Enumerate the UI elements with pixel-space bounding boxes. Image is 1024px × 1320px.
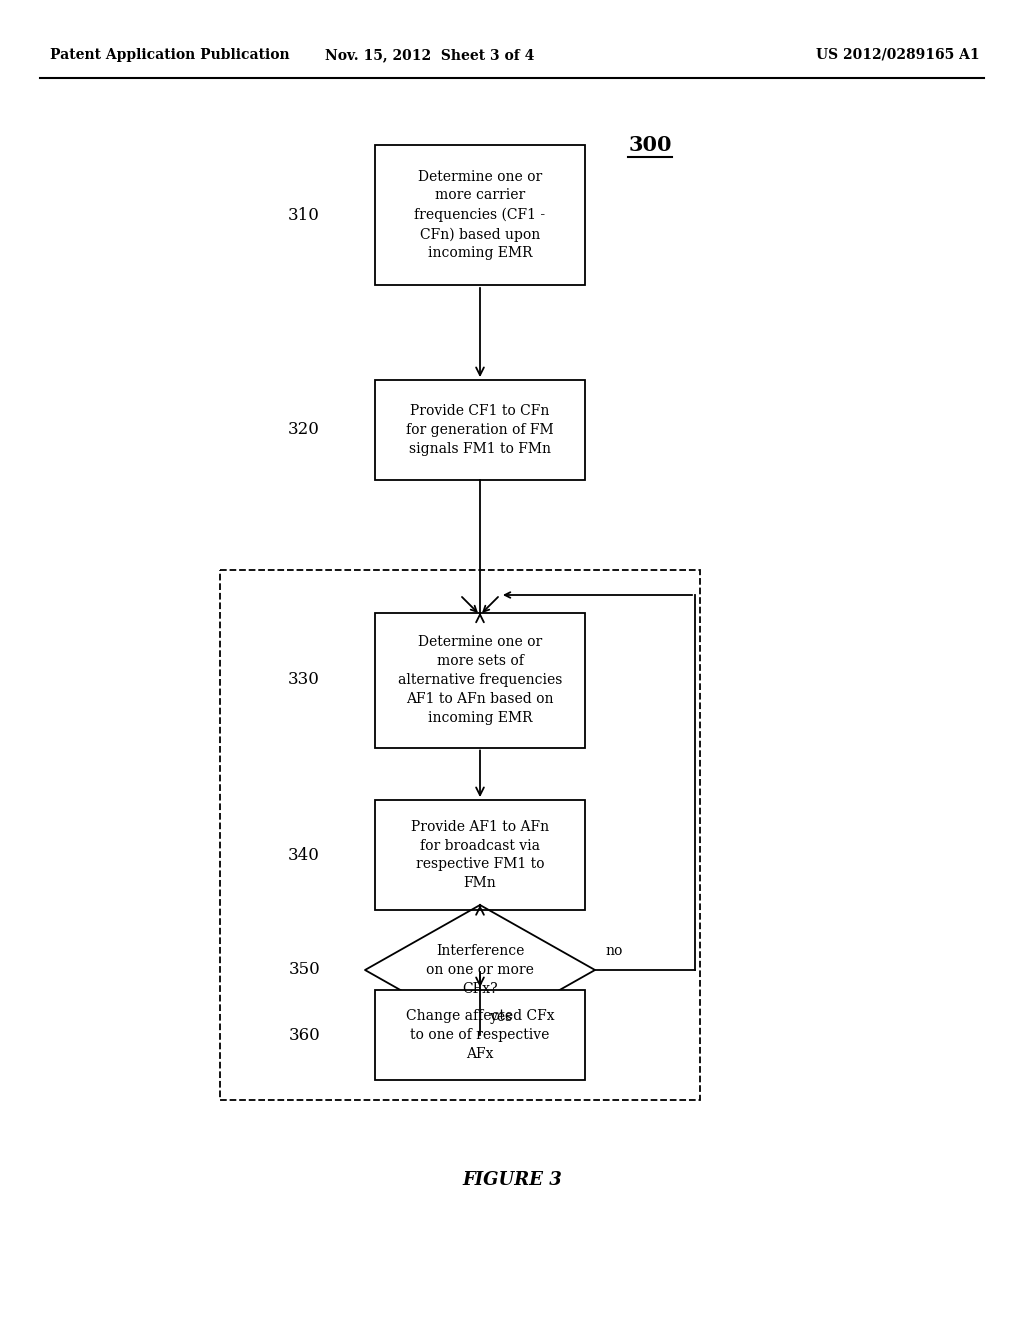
Text: 330: 330: [288, 672, 319, 689]
Text: Provide CF1 to CFn
for generation of FM
signals FM1 to FMn: Provide CF1 to CFn for generation of FM …: [407, 404, 554, 455]
Text: 320: 320: [288, 421, 319, 438]
Text: Determine one or
more sets of
alternative frequencies
AF1 to AFn based on
incomi: Determine one or more sets of alternativ…: [397, 635, 562, 725]
Text: Interference
on one or more
CFx?: Interference on one or more CFx?: [426, 944, 534, 997]
Text: US 2012/0289165 A1: US 2012/0289165 A1: [816, 48, 980, 62]
Text: 310: 310: [288, 206, 319, 223]
Text: Patent Application Publication: Patent Application Publication: [50, 48, 290, 62]
Bar: [375, 612, 585, 747]
Text: FIGURE 3: FIGURE 3: [462, 1171, 562, 1189]
Bar: [375, 990, 585, 1080]
Bar: [375, 380, 585, 480]
Text: Determine one or
more carrier
frequencies (CF1 -
CFn) based upon
incoming EMR: Determine one or more carrier frequencie…: [415, 169, 546, 260]
Text: 360: 360: [288, 1027, 319, 1044]
Text: Nov. 15, 2012  Sheet 3 of 4: Nov. 15, 2012 Sheet 3 of 4: [326, 48, 535, 62]
Text: Change affected CFx
to one of respective
AFx: Change affected CFx to one of respective…: [406, 1008, 554, 1061]
Text: 340: 340: [288, 846, 319, 863]
Bar: [220, 570, 700, 1100]
Text: 300: 300: [629, 135, 672, 154]
Bar: [375, 145, 585, 285]
Text: 350: 350: [288, 961, 319, 978]
Text: no: no: [605, 944, 623, 958]
Text: yes: yes: [490, 1010, 513, 1024]
Text: Provide AF1 to AFn
for broadcast via
respective FM1 to
FMn: Provide AF1 to AFn for broadcast via res…: [411, 820, 549, 891]
Bar: [375, 800, 585, 909]
